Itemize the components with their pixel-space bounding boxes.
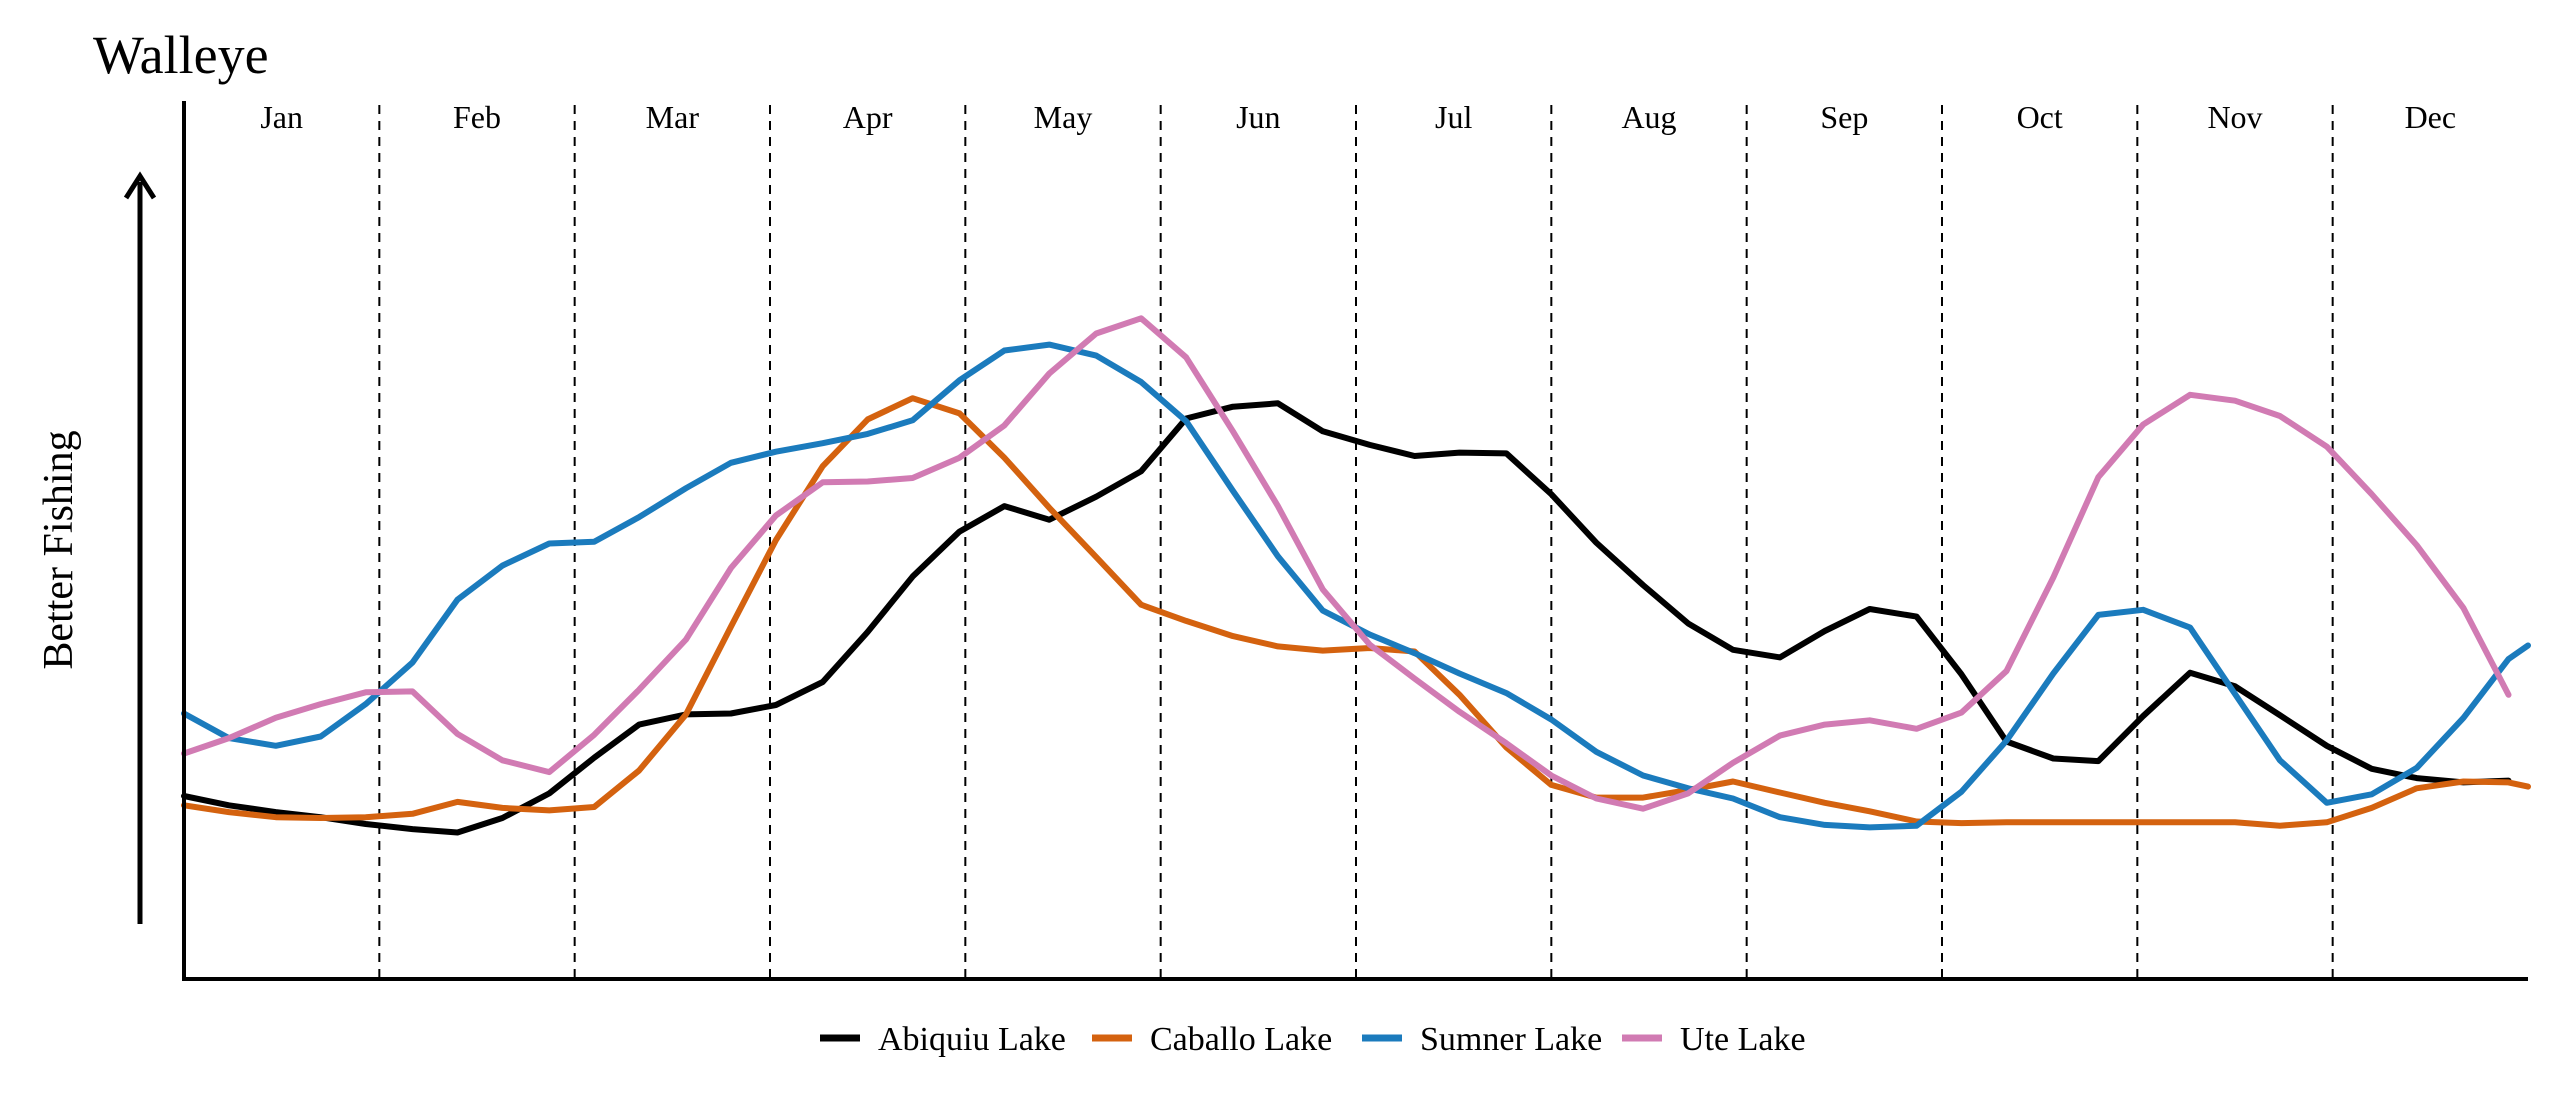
month-label-mar: Mar (646, 99, 700, 135)
month-label-oct: Oct (2017, 99, 2063, 135)
month-label-apr: Apr (843, 99, 893, 135)
month-label-may: May (1034, 99, 1093, 135)
legend: Abiquiu Lake Caballo Lake Sumner Lake Ute L… (820, 1021, 1806, 1058)
legend-label-ute-lake: Ute Lake (1680, 1021, 1806, 1058)
axes (182, 101, 2528, 981)
month-dividers (378, 105, 2334, 979)
series-line-ute-lake (181, 315, 2512, 812)
better-fishing-arrow (123, 171, 157, 924)
chart-title: Walleye (93, 25, 269, 85)
month-labels: Jan Feb Mar Apr May Jun Jul Aug Sep Oct Nov Dec (260, 99, 2456, 135)
legend-label-abiquiu-lake: Abiquiu Lake (878, 1021, 1066, 1058)
month-label-feb: Feb (453, 99, 501, 135)
y-axis-label-group: Better Fishing (36, 430, 82, 669)
series-lines (181, 315, 2531, 836)
y-axis-label: Better Fishing (36, 430, 82, 669)
month-label-jul: Jul (1435, 99, 1472, 135)
month-label-dec: Dec (2405, 99, 2457, 135)
series-line-abiquiu-lake (181, 400, 2512, 836)
legend-label-caballo-lake: Caballo Lake (1150, 1021, 1332, 1058)
legend-label-sumner-lake: Sumner Lake (1420, 1021, 1602, 1058)
month-label-nov: Nov (2207, 99, 2262, 135)
month-label-sep: Sep (1820, 99, 1868, 135)
series-line-sumner-lake (181, 341, 2531, 831)
month-label-aug: Aug (1621, 99, 1676, 135)
month-label-jun: Jun (1236, 99, 1280, 135)
month-label-jan: Jan (260, 99, 303, 135)
arrow-head (123, 171, 157, 200)
